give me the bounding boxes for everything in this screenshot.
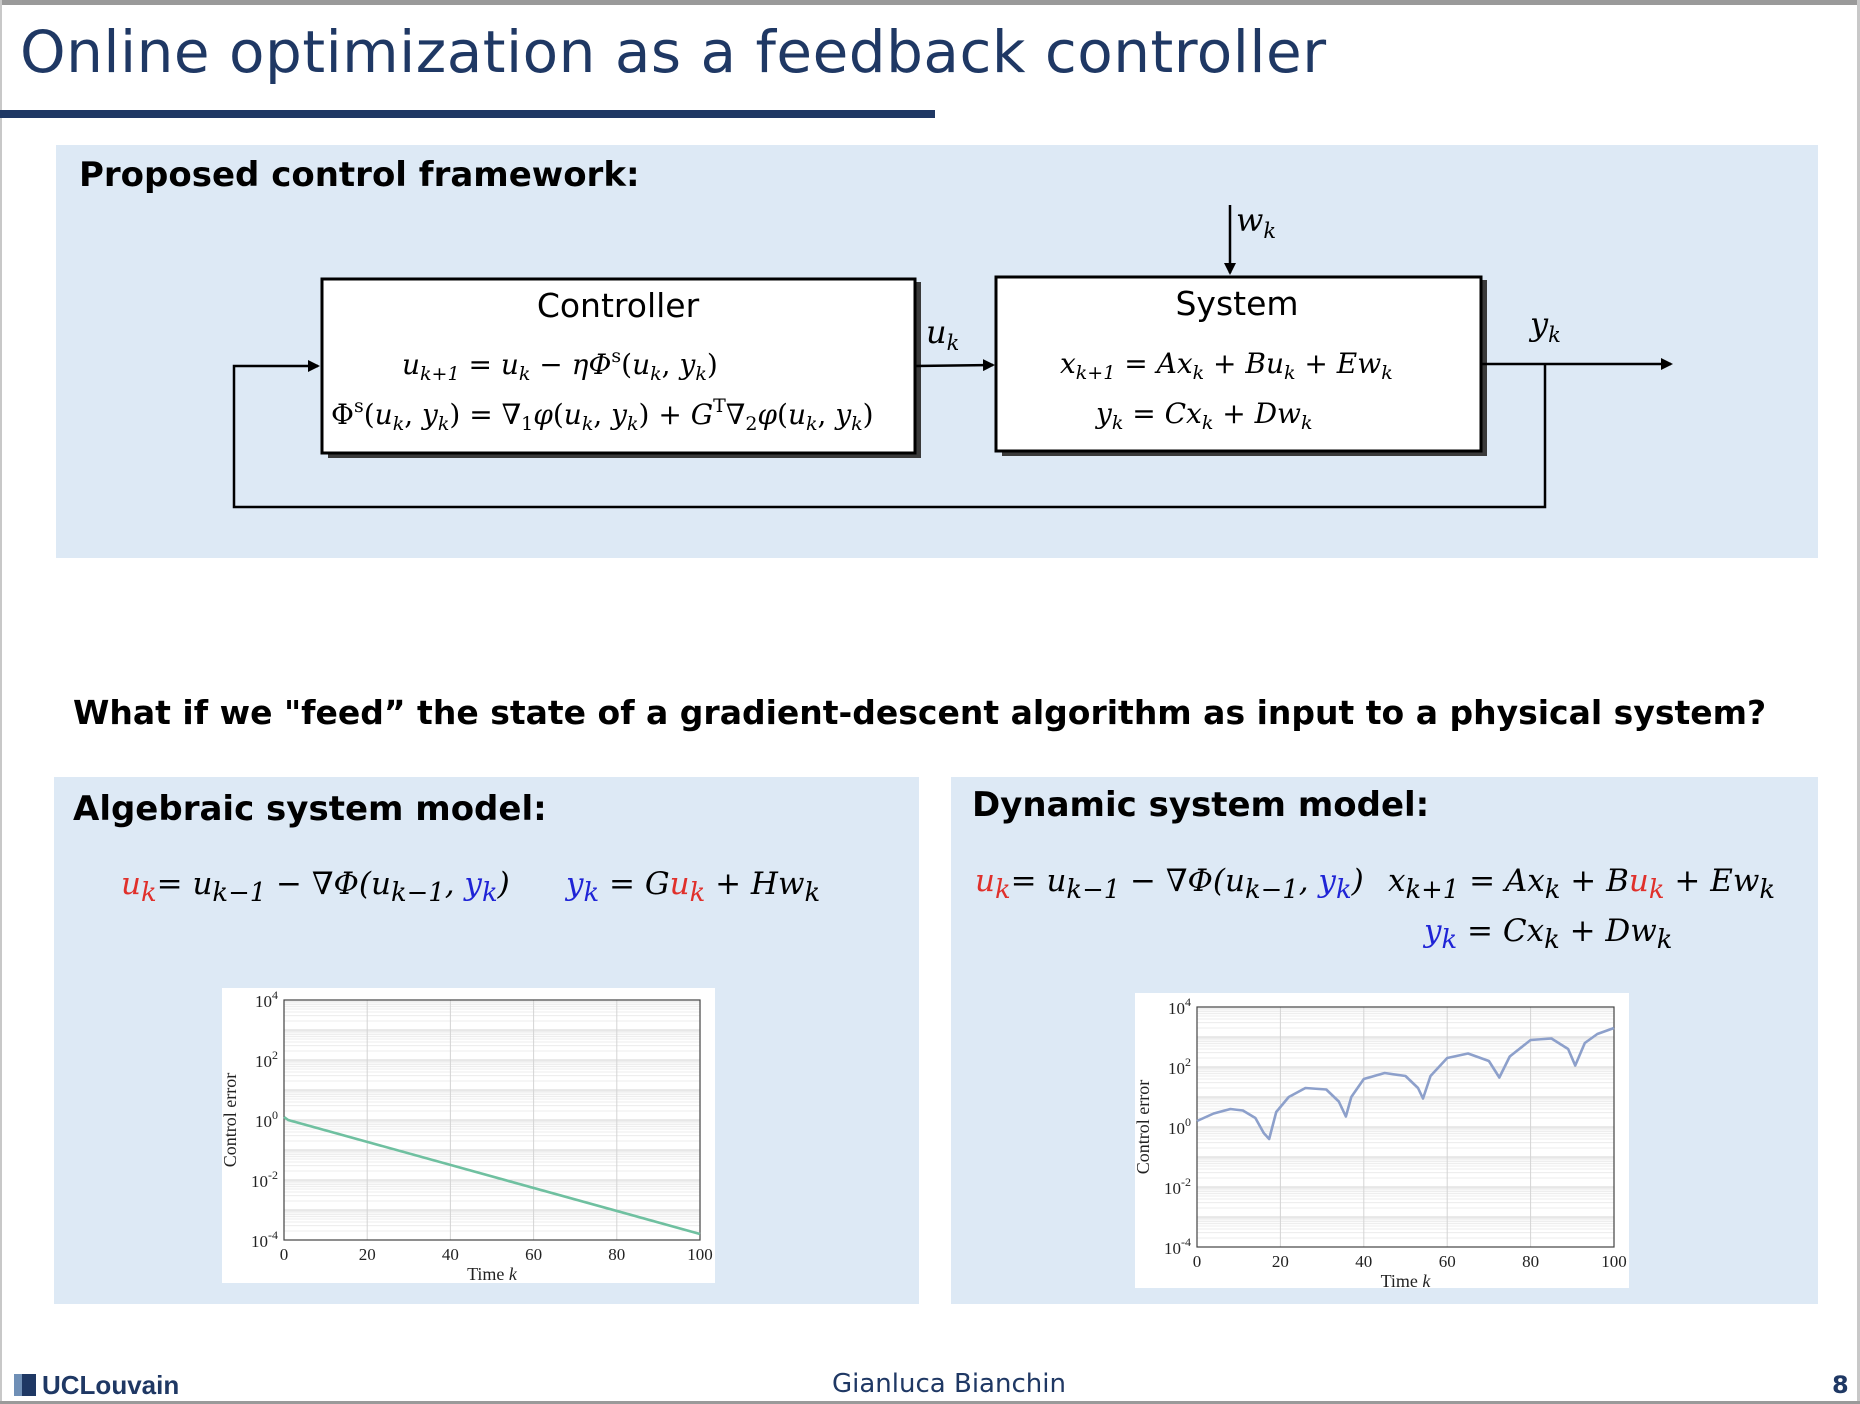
slide-frame-top	[0, 0, 1860, 5]
title-underline	[0, 110, 935, 118]
x-tick-label: 20	[359, 1245, 376, 1264]
x-tick-label: 40	[1355, 1252, 1372, 1271]
slide-frame-bottom	[0, 1401, 1860, 1404]
y-axis-label: Control error	[222, 1073, 240, 1167]
page-number: 8	[1832, 1371, 1849, 1399]
system-state-eq: xk+1 = Axk + Buk + Ewk	[1060, 347, 1393, 384]
x-tick-label: 60	[525, 1245, 542, 1264]
control-input-arrow	[914, 359, 995, 372]
x-tick-label: 20	[1272, 1252, 1289, 1271]
plot-frame	[1196, 1006, 1615, 1248]
signal-u-label: uk	[926, 313, 959, 355]
research-question: What if we "feed” the state of a gradien…	[73, 693, 1767, 732]
algebraic-chart-svg: 0 20 40 60 80 100 10-4 10-2 100 102 104 Time k Contr…	[222, 988, 713, 1283]
dynamic-chart-svg: 0 20 40 60 80 100 10-4 10-2 100 102 104 Time k Contr…	[1135, 995, 1627, 1288]
dynamic-heading: Dynamic system model:	[972, 785, 1430, 825]
dynamic-panel: Dynamic system model: uk= uk−1 − ∇Φ(uk−1…	[951, 777, 1818, 1304]
y-tick-label: 104	[255, 988, 278, 1011]
block-diagram: Controller System uk+1 = uk − ηΦs(uk, yk…	[232, 201, 1673, 509]
x-tick-label: 0	[280, 1245, 289, 1264]
x-tick-label: 80	[608, 1245, 625, 1264]
algebraic-heading: Algebraic system model:	[73, 789, 547, 829]
controller-block	[320, 277, 917, 455]
signal-y-label: yk	[1528, 305, 1561, 347]
dynamic-update-eq: uk= uk−1 − ∇Φ(uk−1, yk)	[975, 863, 1364, 906]
x-tick-label: 40	[442, 1245, 459, 1264]
y-axis-label: Control error	[1135, 1080, 1153, 1174]
controller-gradient-eq: Φs(uk, yk) = ∇1φ(uk, yk) + GT∇2φ(uk, yk)	[331, 395, 874, 435]
system-title: System	[1175, 284, 1298, 323]
slide-frame-right	[1857, 0, 1860, 1404]
y-tick-label: 102	[1168, 1055, 1191, 1078]
slide-title: Online optimization as a feedback contro…	[20, 18, 1327, 86]
y-tick-label: 10-2	[251, 1168, 278, 1191]
x-tick-label: 80	[1522, 1252, 1539, 1271]
series-line	[1196, 1026, 1615, 1141]
y-tick-label: 100	[1168, 1115, 1191, 1138]
slide-frame-left	[0, 0, 2, 1404]
y-tick-label: 10-2	[1164, 1175, 1191, 1198]
dynamic-output-eq: yk = Cxk + Dwk	[1424, 913, 1673, 956]
y-tick-label: 100	[255, 1108, 278, 1131]
x-axis-label: Time k	[1381, 1271, 1432, 1288]
controller-title: Controller	[537, 286, 700, 325]
y-tick-label: 10-4	[1164, 1235, 1191, 1258]
x-tick-label: 100	[1601, 1252, 1627, 1271]
algebraic-error-chart: 0 20 40 60 80 100 10-4 10-2 100 102 104 Time k Contr…	[222, 988, 715, 1283]
logo-mark-icon	[14, 1374, 36, 1396]
x-tick-label: 0	[1193, 1252, 1202, 1271]
university-logo: UCLouvain	[14, 1369, 180, 1400]
footer-author: Gianluca Bianchin	[832, 1369, 1066, 1399]
framework-panel: Proposed control framework: Controller S…	[56, 145, 1818, 558]
y-tick-label: 102	[255, 1048, 278, 1071]
x-tick-label: 60	[1439, 1252, 1456, 1271]
algebraic-panel: Algebraic system model: uk= uk−1 − ∇Φ(uk…	[54, 777, 919, 1304]
series-line	[283, 1115, 701, 1236]
dynamic-error-chart: 0 20 40 60 80 100 10-4 10-2 100 102 104 Time k Contr…	[1135, 993, 1629, 1288]
dynamic-state-eq: xk+1 = Axk + Buk + Ewk	[1388, 863, 1776, 906]
logo-text: UCLouvain	[42, 1369, 180, 1400]
y-tick-label: 104	[1168, 995, 1191, 1018]
y-tick-label: 10-4	[251, 1228, 278, 1251]
x-tick-label: 100	[687, 1245, 713, 1264]
signal-w-label: wk	[1236, 201, 1276, 243]
x-axis-label: Time k	[467, 1264, 518, 1283]
framework-heading: Proposed control framework:	[79, 155, 640, 195]
algebraic-model-eq: yk = Guk + Hwk	[566, 866, 821, 909]
feedback-loop	[232, 360, 1547, 509]
plot-frame	[283, 999, 701, 1241]
algebraic-update-eq: uk= uk−1 − ∇Φ(uk−1, yk)	[121, 866, 510, 909]
